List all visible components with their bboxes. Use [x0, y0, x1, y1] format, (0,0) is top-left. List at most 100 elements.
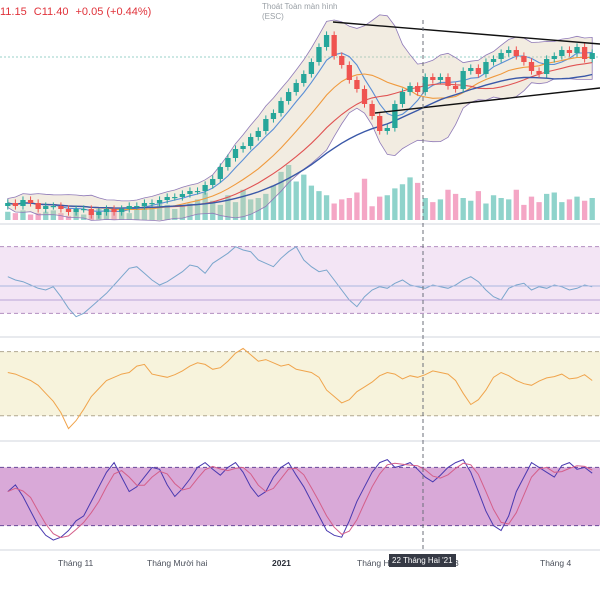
volume-bar [301, 174, 307, 220]
candle-body [331, 35, 337, 56]
volume-bar [506, 199, 512, 220]
candle-body [156, 200, 163, 203]
candle-body [445, 77, 451, 86]
volume-bar [399, 184, 406, 220]
candle-body [111, 209, 117, 212]
volume-bar [559, 202, 565, 220]
candle-body [217, 167, 223, 179]
candle-body [551, 56, 557, 59]
volume-bar [346, 198, 352, 220]
change-value: +0.05 (+0.44%) [75, 6, 152, 18]
candle-body [164, 197, 170, 200]
stoch-band [0, 467, 600, 526]
candle-body [81, 209, 87, 211]
volume-bar [270, 185, 277, 220]
volume-bar [172, 209, 178, 220]
volume-bar [308, 185, 315, 220]
volume-bar [5, 211, 11, 220]
candle-body [278, 101, 284, 113]
volume-bar [551, 192, 557, 220]
volume-bar [58, 213, 64, 220]
rsi-band [0, 246, 600, 314]
stoch-line [7, 458, 593, 541]
volume-bar [248, 199, 254, 220]
candle-body [65, 209, 72, 212]
exit-fullscreen-hint[interactable]: Thoát Toàn màn hình (ESC) [262, 2, 337, 22]
volume-bar [164, 204, 170, 220]
candle-body [437, 77, 444, 80]
x-axis-label-apr: Tháng 4 [540, 558, 572, 568]
crosshair-date-label: 22 Tháng Hai '21 [389, 554, 456, 567]
volume-bar [73, 211, 79, 220]
volume-bar [217, 204, 223, 220]
volume-bar [225, 195, 231, 220]
volume-bar [437, 199, 444, 220]
candle-body [293, 83, 299, 92]
volume-bar [430, 202, 436, 220]
candle-body [460, 71, 466, 89]
candle-body [43, 206, 49, 209]
volume-bar [141, 204, 148, 220]
candle-body [384, 128, 390, 131]
volume-bar [50, 210, 56, 220]
volume-bar [12, 213, 19, 220]
cci-pane [0, 347, 600, 430]
candle-body [354, 80, 360, 89]
volume-bar [369, 206, 375, 220]
x-axis-label-mar: 3 [454, 558, 459, 568]
volume-bar [149, 207, 155, 220]
candle-body [308, 62, 315, 74]
volume-bar [20, 210, 26, 220]
volume-bar [240, 189, 246, 220]
candle-body [346, 65, 352, 80]
candle-body [240, 146, 246, 149]
volume-bar [339, 199, 345, 220]
x-axis-label-nov: Tháng 11 [58, 558, 94, 568]
price-pane [0, 14, 600, 222]
volume-bar [483, 203, 489, 220]
volume-bar [414, 182, 421, 220]
candle-body [141, 203, 148, 206]
candle-body [323, 35, 330, 47]
candle-body [399, 92, 406, 104]
volume-bar [232, 202, 239, 220]
volume-bar [202, 192, 208, 220]
candle-body [263, 119, 269, 131]
volume-bar [187, 203, 193, 220]
candle-body [490, 59, 497, 62]
rsi-pane [0, 245, 600, 318]
volume-bar [354, 192, 360, 220]
candle-body [468, 68, 474, 71]
candle-body [96, 212, 102, 215]
candle-body [172, 197, 178, 199]
x-axis-label-dec: Tháng Mười hai [147, 558, 208, 568]
candle-body [536, 71, 542, 74]
volume-bar [134, 206, 140, 220]
ohlc-legend: 11.15 C11.40 +0.05 (+0.44%) [0, 6, 155, 18]
volume-bar [27, 214, 34, 220]
candle-body [475, 68, 482, 74]
candle-body [88, 209, 94, 215]
candle-body [118, 209, 125, 212]
volume-bar [263, 193, 269, 220]
candle-body [12, 203, 19, 206]
candle-body [422, 77, 428, 92]
volume-bar [285, 165, 292, 220]
candle-body [301, 74, 307, 83]
candle-body [407, 86, 413, 92]
volume-bar [81, 214, 87, 220]
stoch-d-line [7, 462, 593, 539]
candle-body [126, 206, 132, 209]
volume-bar [316, 191, 322, 220]
volume-bar [452, 193, 459, 220]
candle-body [392, 104, 398, 128]
candle-body [285, 92, 292, 101]
candle-body [339, 56, 345, 65]
candle-body [316, 47, 322, 62]
candle-body [498, 53, 504, 59]
candle-body [414, 86, 421, 92]
volume-bar [384, 195, 390, 220]
candle-body [194, 191, 201, 193]
candle-body [73, 209, 79, 212]
